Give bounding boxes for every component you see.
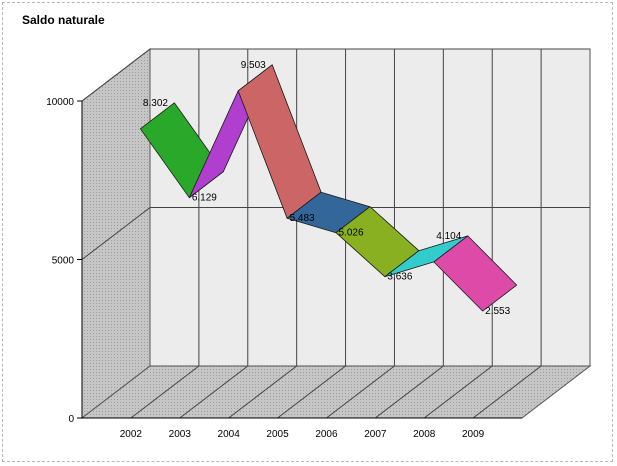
series-segment bbox=[433, 235, 518, 312]
x-tick-label: 2004 bbox=[218, 429, 241, 440]
data-label: 4.104 bbox=[436, 231, 461, 242]
x-tick-label: 2002 bbox=[120, 429, 143, 440]
grid-line-floor bbox=[130, 365, 200, 419]
y-tick-label: 10000 bbox=[46, 97, 74, 108]
grid-line-floor bbox=[375, 365, 444, 419]
chart-frame bbox=[2, 2, 613, 462]
grid-line-floor bbox=[326, 365, 395, 419]
grid-line-side bbox=[81, 207, 151, 260]
grid-line-floor bbox=[277, 365, 346, 419]
x-tick-label: 2006 bbox=[315, 429, 338, 440]
chart-title: Saldo naturale bbox=[22, 13, 105, 27]
y-tick-label: 5000 bbox=[52, 256, 75, 267]
x-tick-label: 2005 bbox=[266, 429, 289, 440]
data-label: 3.636 bbox=[387, 272, 412, 283]
grid-line-floor bbox=[423, 365, 493, 419]
grid-line-floor bbox=[228, 365, 297, 419]
x-tick-label: 2003 bbox=[169, 429, 192, 440]
x-tick-label: 2008 bbox=[413, 429, 436, 440]
data-label: 9.503 bbox=[241, 60, 266, 71]
data-label: 8.302 bbox=[143, 98, 168, 109]
x-tick-label: 2009 bbox=[462, 429, 485, 440]
data-label: 6.129 bbox=[192, 193, 217, 204]
y-tick-label: 0 bbox=[68, 414, 74, 425]
grid-line-side bbox=[81, 48, 151, 102]
data-label: 2.553 bbox=[485, 306, 510, 317]
data-label: 5.483 bbox=[290, 213, 315, 224]
grid-line-floor bbox=[179, 365, 249, 419]
data-label: 5.026 bbox=[338, 228, 363, 239]
x-tick-label: 2007 bbox=[364, 429, 387, 440]
grid-line-floor bbox=[472, 365, 542, 419]
